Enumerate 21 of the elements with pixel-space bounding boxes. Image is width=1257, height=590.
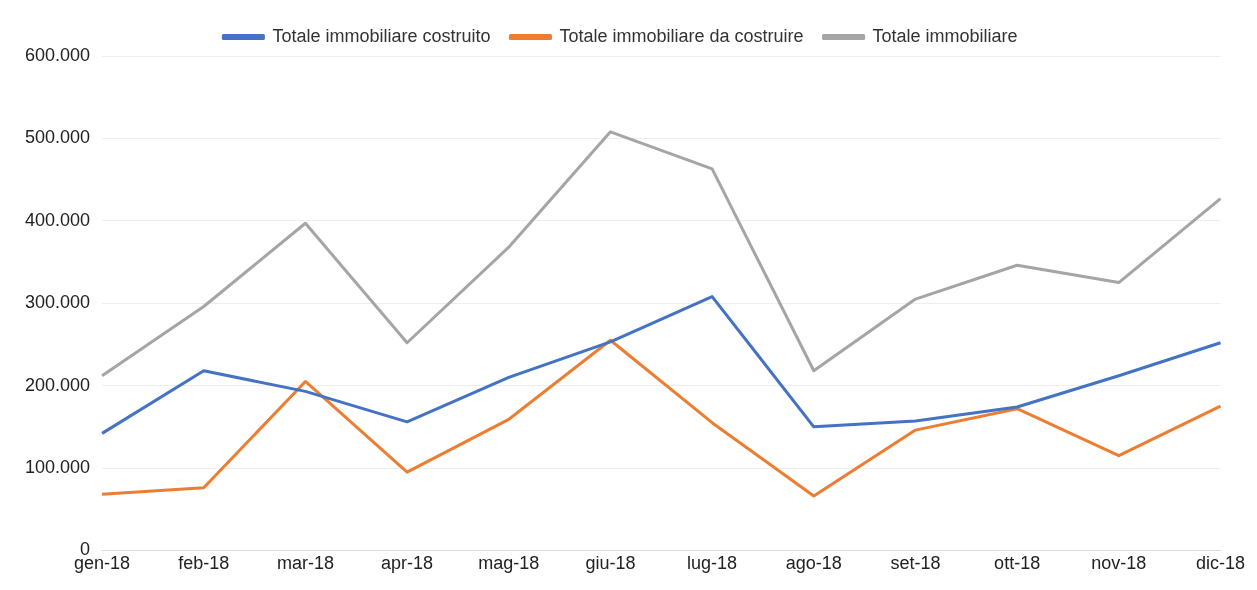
x-tick-label: lug-18 [687,553,738,574]
y-tick-label: 200.000 [24,374,91,395]
x-tick-label: mar-18 [276,553,334,574]
y-tick-label: 300.000 [24,292,91,313]
legend-label: Totale immobiliare da costruire [559,25,804,46]
x-tick-label: feb-18 [178,553,230,574]
y-tick-label: 100.000 [24,456,91,477]
y-tick-label: 400.000 [24,209,91,230]
x-tick-label: nov-18 [1091,553,1147,574]
x-tick-label: mag-18 [478,553,540,574]
x-tick-label: apr-18 [381,553,434,574]
x-tick-label: ago-18 [785,553,842,574]
x-tick-label: giu-18 [585,553,636,574]
legend-label: Totale immobiliare costruito [272,25,491,46]
x-tick-label: set-18 [890,553,941,574]
x-tick-label: ott-18 [994,553,1041,574]
x-tick-label: dic-18 [1195,553,1245,574]
y-tick-label: 0 [80,539,91,560]
y-tick-label: 500.000 [24,127,91,148]
legend-label: Totale immobiliare [872,25,1018,46]
y-tick-label: 600.000 [24,44,91,65]
